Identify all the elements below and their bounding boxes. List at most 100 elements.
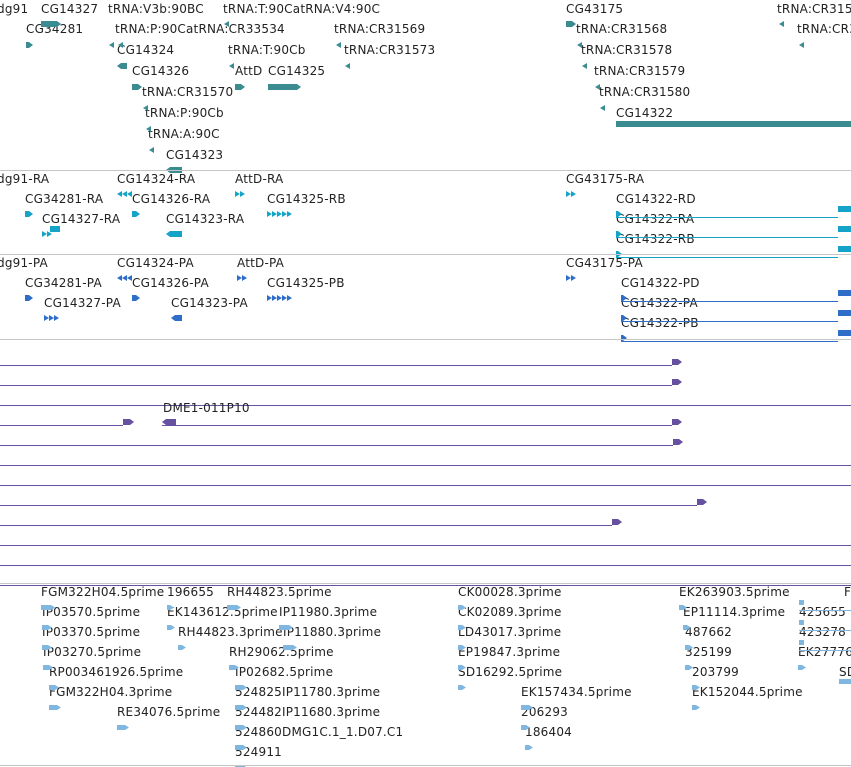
feature-label[interactable]: 524482IP11680.3prime [235,705,381,719]
feature-glyph[interactable] [685,639,693,650]
feature-label[interactable]: CG14322-RA [616,212,695,226]
feature-glyph[interactable] [235,759,247,767]
feature-label[interactable]: tRNA:CR31573 [344,43,436,57]
trna-glyph[interactable] [109,37,114,48]
feature-glyph[interactable] [167,599,174,610]
feature-glyph[interactable] [25,206,33,217]
trna-glyph[interactable] [143,100,148,111]
feature-label[interactable]: CG14325-RB [267,192,346,206]
feature-label[interactable]: EK263903.5prime [679,585,790,599]
feature-label[interactable]: CG14323-PA [171,296,248,310]
alignment-line[interactable] [0,556,851,566]
feature-label[interactable]: tRNA:CR31570 [142,85,234,99]
exon-block[interactable] [838,226,851,232]
feature-glyph[interactable] [123,414,134,425]
feature-glyph[interactable] [798,659,806,670]
feature-label[interactable]: tRNA:CR3 [797,22,851,36]
feature-glyph[interactable] [566,16,576,27]
feature-label[interactable]: RP003461926.5prime [49,665,184,679]
feature-label[interactable]: 206293 [521,705,569,719]
feature-glyph[interactable] [167,619,175,630]
feature-glyph[interactable] [41,16,61,27]
feature-label[interactable]: tRNA:P:90CatRNA:CR33534 [115,22,285,36]
feature-label[interactable]: IP11980.3prime [279,605,378,619]
trna-glyph[interactable] [595,79,600,90]
feature-label[interactable]: 524825IP11780.3prime [235,685,381,699]
feature-glyph[interactable] [229,659,239,670]
feature-label[interactable]: RH29062.5prime [229,645,334,659]
feature-label[interactable]: tRNA:CR31569 [334,22,426,36]
feature-glyph[interactable] [49,679,59,690]
feature-label[interactable]: 524911 [235,745,283,759]
feature-label[interactable]: EK152044.5prime [692,685,803,699]
feature-label[interactable]: AttD-PA [237,256,285,270]
feature-label[interactable]: FGM322H04.5prime [41,585,165,599]
feature-label[interactable]: CG14323-RA [166,212,245,226]
feature-glyph[interactable] [612,514,622,525]
feature-glyph[interactable] [672,354,682,365]
feature-label[interactable]: 325199 [685,645,733,659]
feature-glyph[interactable] [279,619,293,630]
feature-glyph[interactable] [25,290,33,301]
alignment-line[interactable] [0,376,672,386]
feature-label[interactable]: dg91 [0,2,29,16]
feature-label[interactable]: IP11880.3prime [283,625,382,639]
feature-label[interactable]: CG14322-PB [621,316,699,330]
protein-line[interactable] [621,292,838,302]
feature-label[interactable]: RH44823.3prime [178,625,283,639]
alignment-line[interactable] [0,516,612,526]
feature-label[interactable]: tRNA:A:90C [148,127,220,141]
feature-label[interactable]: CG14324 [117,43,175,57]
alignment-line[interactable] [0,496,697,506]
feature-label[interactable]: CG34281-RA [25,192,104,206]
est-block[interactable] [799,600,804,605]
feature-glyph[interactable] [117,719,129,730]
feature-glyph[interactable] [132,79,142,90]
alignment-line[interactable] [0,576,851,586]
feature-glyph[interactable] [235,79,245,90]
feature-label[interactable]: tRNA:T:90CatRNA:V4:90C [223,2,381,16]
est-line[interactable] [799,641,851,651]
feature-glyph[interactable] [525,739,533,750]
feature-glyph[interactable] [621,290,627,301]
trna-glyph[interactable] [582,58,587,69]
feature-glyph[interactable] [235,679,247,690]
trna-glyph[interactable] [229,58,234,69]
feature-label[interactable]: 203799 [692,665,740,679]
feature-glyph[interactable] [42,619,52,630]
trna-glyph[interactable] [799,37,804,48]
feature-glyph[interactable] [621,330,627,341]
feature-label[interactable]: 423278 [799,625,847,639]
alignment-line[interactable] [0,356,672,366]
feature-glyph[interactable] [685,659,693,670]
feature-label[interactable]: FGM322H04.3prime [49,685,173,699]
exon-arrows[interactable] [235,186,247,197]
feature-glyph[interactable] [683,619,691,630]
feature-glyph[interactable] [697,494,707,505]
feature-label[interactable]: RE34076.5prime [117,705,221,719]
trna-glyph[interactable] [336,37,341,48]
trna-glyph[interactable] [146,121,151,132]
feature-label[interactable]: LD43017.3prime [458,625,562,639]
transcript-line[interactable] [616,228,838,238]
feature-glyph[interactable] [117,58,127,69]
feature-label[interactable]: 425655 [799,605,847,619]
feature-label[interactable]: CG14325-PB [267,276,345,290]
feature-glyph[interactable] [458,679,466,690]
exon-arrows[interactable] [566,270,578,281]
trna-glyph[interactable] [779,16,784,27]
feature-glyph[interactable] [616,226,622,237]
feature-glyph[interactable] [162,414,176,425]
feature-label[interactable]: 487662 [685,625,733,639]
est-block[interactable] [799,640,804,645]
feature-label[interactable]: CG14322 [616,106,674,120]
trna-glyph[interactable] [224,16,229,27]
feature-label[interactable]: CG14327-RA [42,212,121,226]
exon-arrows[interactable] [44,310,61,321]
feature-label[interactable]: CG14322-RB [616,232,695,246]
cds-block[interactable] [838,310,851,316]
feature-glyph[interactable] [458,599,466,610]
feature-label[interactable]: tRNA:P:90Cb [145,106,224,120]
trna-glyph[interactable] [149,142,154,153]
alignment-line[interactable] [0,536,851,546]
